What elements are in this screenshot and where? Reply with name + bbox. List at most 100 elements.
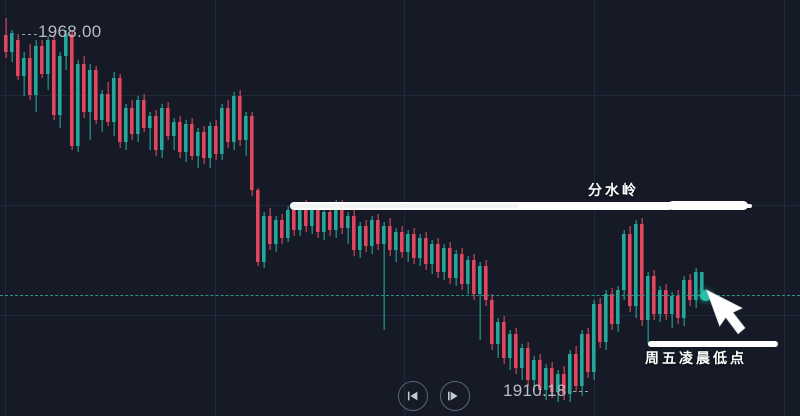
candle — [160, 104, 164, 158]
candle — [364, 220, 368, 252]
candle — [208, 122, 212, 168]
gridline-vertical-0 — [5, 0, 6, 416]
candle — [616, 286, 620, 332]
candle — [136, 96, 140, 142]
support-trendline[interactable] — [648, 341, 778, 347]
candle — [202, 126, 206, 164]
candle — [94, 66, 98, 124]
candle — [298, 202, 302, 236]
candle — [454, 250, 458, 286]
candle — [148, 112, 152, 150]
candle — [418, 234, 422, 266]
candle — [274, 216, 278, 252]
candle — [328, 204, 332, 236]
candle — [688, 274, 692, 306]
candle — [412, 228, 416, 264]
candle — [244, 112, 248, 156]
gridline-horizontal-2 — [0, 315, 800, 316]
candle — [34, 40, 38, 112]
candle — [286, 206, 290, 242]
candle — [532, 356, 536, 392]
candle — [214, 120, 218, 160]
candle — [118, 74, 122, 148]
candle — [76, 60, 80, 152]
candle — [316, 202, 320, 238]
candle — [658, 286, 662, 322]
candle — [670, 292, 674, 328]
candle — [388, 218, 392, 256]
skip-next-button[interactable] — [440, 381, 470, 411]
candle — [238, 90, 242, 146]
last-price-dot — [700, 290, 711, 301]
candle — [682, 276, 686, 326]
candle — [448, 242, 452, 284]
candle — [640, 218, 644, 326]
candle — [574, 346, 578, 392]
candle — [526, 342, 530, 386]
candle — [64, 30, 68, 70]
candle — [514, 328, 518, 374]
candle — [16, 34, 20, 80]
candle — [130, 100, 134, 140]
candle — [142, 94, 146, 132]
candle — [334, 200, 338, 238]
skip-next-icon — [448, 391, 458, 401]
high-price-label: 1968.00 — [38, 22, 102, 41]
candle — [496, 318, 500, 358]
candle — [262, 212, 266, 268]
candle — [58, 52, 62, 128]
candle — [382, 222, 386, 330]
candle — [472, 254, 476, 300]
candle — [376, 214, 380, 250]
candle — [544, 364, 548, 400]
candle — [184, 120, 188, 162]
candle — [40, 40, 44, 78]
candle — [586, 328, 590, 378]
candle — [400, 226, 404, 258]
resistance-segment-3 — [668, 201, 748, 210]
candle — [112, 72, 116, 136]
candle — [520, 344, 524, 380]
candle — [268, 208, 272, 250]
candle — [442, 244, 446, 280]
candle — [10, 30, 14, 62]
candle — [310, 206, 314, 234]
candle — [280, 214, 284, 244]
candle — [508, 330, 512, 370]
candle — [436, 238, 440, 278]
candle — [598, 298, 602, 348]
candle — [88, 64, 92, 140]
candle — [70, 30, 74, 150]
candle — [676, 290, 680, 324]
candle — [196, 128, 200, 168]
candle — [478, 262, 482, 340]
candle — [52, 36, 56, 120]
candle — [46, 36, 50, 90]
candle — [502, 316, 506, 364]
gridline-horizontal-0 — [0, 95, 800, 96]
candle — [592, 300, 596, 380]
candle — [178, 116, 182, 158]
candle — [232, 92, 236, 150]
candle — [82, 56, 86, 118]
candle — [256, 188, 260, 266]
candle — [226, 100, 230, 148]
candle — [610, 288, 614, 330]
candle — [100, 90, 104, 132]
resistance-segment-2 — [518, 202, 673, 210]
candle — [622, 230, 626, 300]
candle — [604, 290, 608, 350]
low-price-leader-line — [573, 391, 589, 392]
candle — [430, 240, 434, 274]
gridline-vertical-4 — [784, 0, 785, 416]
candle — [166, 102, 170, 140]
candle — [172, 118, 176, 150]
down-arrow-pointer — [705, 289, 746, 335]
candle — [352, 210, 356, 256]
skip-previous-icon — [407, 391, 418, 401]
skip-previous-button[interactable] — [398, 381, 428, 411]
candle — [484, 260, 488, 306]
